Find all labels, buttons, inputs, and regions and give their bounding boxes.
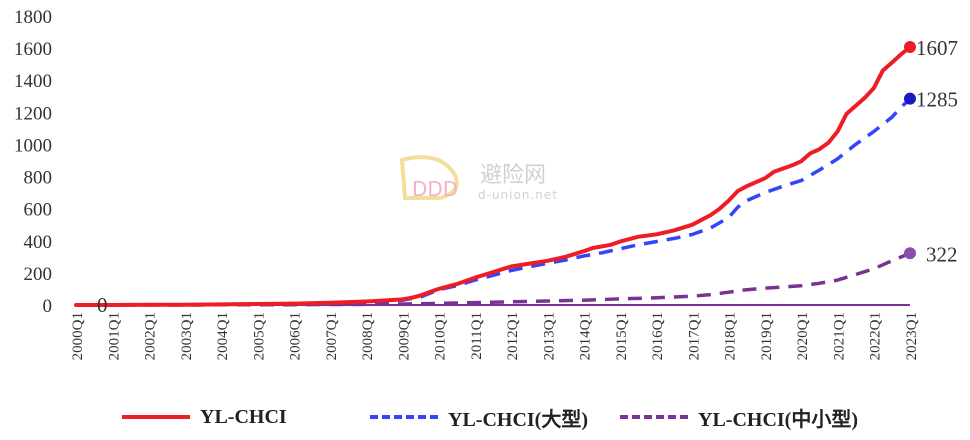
y-tick-label: 1800 [14,7,52,28]
x-tick-label: 2011Q1 [469,312,485,360]
x-tick-label: 2007Q1 [324,312,340,360]
x-tick-label: 2019Q1 [759,312,775,360]
x-tick-label: 2012Q1 [505,312,521,360]
y-tick-label: 1600 [14,39,52,60]
x-tick-label: 2020Q1 [795,312,811,360]
zero-annotation: 0 [97,293,108,317]
y-tick-label: 800 [24,168,53,189]
y-tick-label: 600 [24,200,53,221]
legend-swatch-red [122,415,190,419]
x-tick-label: 2008Q1 [360,312,376,360]
legend-item-ylchci: YL-CHCI [122,398,287,436]
legend: YL-CHCI YL-CHCI(大型) YL-CHCI(中小型) [0,398,970,436]
watermark-site: d-union.net [478,188,558,202]
series-line-2 [76,251,911,307]
series-end-label: 322 [926,242,958,266]
legend-swatch-purple [620,415,688,419]
legend-label: YL-CHCI [200,405,287,428]
x-tick-label: 2003Q1 [179,312,195,360]
x-tick-label: 2006Q1 [288,312,304,360]
x-tick-label: 2014Q1 [578,312,594,360]
legend-label: YL-CHCI(中小型) [698,408,858,431]
watermark: DDD 避险网 d-union.net [399,155,558,202]
series-end-marker [904,247,916,260]
x-tick-label: 2018Q1 [723,312,739,360]
x-tick-label: 2023Q1 [904,312,920,360]
chart-area: 0 200 400 600 800 1000 1200 1400 1600 1800 2000Q1… [14,7,958,360]
x-tick-label: 2015Q1 [614,312,630,360]
watermark-title: 避险网 [480,163,546,188]
series-end-label: 1607 [916,36,958,60]
x-tick-label: 2000Q1 [70,312,86,360]
y-axis-ticks: 0 200 400 600 800 1000 1200 1400 1600 1800 [14,7,52,317]
y-tick-label: 1400 [14,71,52,92]
y-tick-label: 1200 [14,103,52,124]
legend-item-ylchci-small: YL-CHCI(中小型) [620,398,858,436]
x-tick-label: 2017Q1 [686,312,702,360]
x-tick-label: 2004Q1 [215,312,231,360]
x-axis-ticks: 2000Q1 2001Q1 2002Q1 2003Q1 2004Q1 2005Q1 2006… [70,312,920,360]
legend-label: YL-CHCI(大型) [448,408,588,431]
series-end-marker [904,40,916,53]
y-tick-label: 0 [43,296,53,317]
legend-swatch-blue [370,415,438,419]
y-tick-label: 400 [24,232,53,253]
x-tick-label: 2010Q1 [433,312,449,360]
series-layer: 322 1285 1607 [74,36,958,307]
y-tick-label: 1000 [14,135,52,156]
watermark-logo-letters-icon: DDD [412,177,458,201]
x-tick-label: 2005Q1 [251,312,267,360]
x-tick-label: 2013Q1 [541,312,557,360]
x-tick-label: 2016Q1 [650,312,666,360]
x-tick-label: 2009Q1 [396,312,412,360]
legend-item-ylchci-large: YL-CHCI(大型) [370,398,588,436]
series-end-label: 1285 [916,88,958,112]
x-tick-label: 2021Q1 [831,312,847,360]
watermark-logo-icon [399,155,459,200]
x-tick-label: 2002Q1 [143,312,159,360]
series-line-0 [74,45,912,307]
y-tick-label: 200 [24,264,53,285]
x-tick-label: 2022Q1 [868,312,884,360]
x-tick-label: 2001Q1 [106,312,122,360]
series-end-marker [904,92,916,105]
